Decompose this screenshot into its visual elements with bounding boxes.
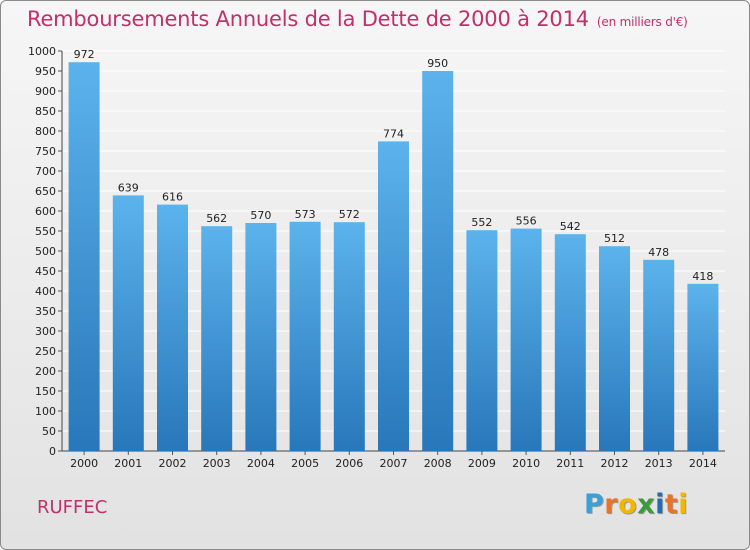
x-tick-label: 2011 xyxy=(556,457,584,470)
bar xyxy=(245,223,277,451)
bar xyxy=(201,226,233,451)
y-tick-label: 850 xyxy=(35,105,56,118)
x-tick-label: 2014 xyxy=(689,457,717,470)
data-label: 556 xyxy=(516,215,537,228)
x-tick-label: 2004 xyxy=(247,457,275,470)
y-tick-label: 500 xyxy=(35,245,56,258)
y-tick-labels: 0 50 100 150 200 250 300 350 400 450 500 550 600 650 7… xyxy=(28,45,56,458)
y-tick-label: 0 xyxy=(49,445,56,458)
y-tick-label: 800 xyxy=(35,125,56,138)
y-tick-label: 50 xyxy=(42,425,56,438)
logo-letter: i xyxy=(655,489,665,520)
data-label: 542 xyxy=(560,220,581,233)
chart-title-text: Remboursements Annuels de la Dette de 20… xyxy=(27,7,589,31)
data-label: 512 xyxy=(604,232,625,245)
bar xyxy=(643,259,675,451)
x-tick-label: 2001 xyxy=(114,457,142,470)
x-tick-label: 2010 xyxy=(512,457,540,470)
bar xyxy=(378,141,409,451)
proxiti-logo: Proxiti xyxy=(584,489,688,520)
data-label: 573 xyxy=(295,208,316,221)
x-tick-labels: 2000 2001 2002 2003 2004 2005 2006 2007 2008 2009… xyxy=(70,451,717,470)
bar xyxy=(289,221,321,451)
logo-letter: o xyxy=(618,489,638,520)
bar xyxy=(599,246,630,451)
bar xyxy=(112,195,144,451)
data-label: 950 xyxy=(427,57,448,70)
value-labels: 972 639 616 562 570 573 572 774 950 552 556 542 512 4… xyxy=(74,48,714,283)
y-tick-label: 100 xyxy=(35,405,56,418)
y-tick-label: 1000 xyxy=(28,45,56,58)
y-tick-label: 150 xyxy=(35,385,56,398)
y-tick-label: 400 xyxy=(35,285,56,298)
x-tick-label: 2007 xyxy=(380,457,408,470)
x-tick-label: 2013 xyxy=(645,457,673,470)
chart-title: Remboursements Annuels de la Dette de 20… xyxy=(27,7,688,31)
data-label: 552 xyxy=(471,216,492,229)
y-tick-label: 350 xyxy=(35,305,56,318)
bars xyxy=(68,62,719,451)
logo-letter: t xyxy=(664,489,679,520)
bar xyxy=(68,62,100,451)
bar xyxy=(422,71,454,451)
y-tick-label: 650 xyxy=(35,185,56,198)
bar xyxy=(157,204,188,451)
data-label: 562 xyxy=(206,212,227,225)
x-tick-label: 2003 xyxy=(203,457,231,470)
data-label: 639 xyxy=(118,181,139,194)
bar xyxy=(466,230,498,451)
logo-letter: x xyxy=(637,489,656,520)
chart-unit: (en milliers d'€) xyxy=(596,15,688,29)
y-tick-label: 550 xyxy=(35,225,56,238)
data-label: 572 xyxy=(339,208,360,221)
logo-letter: i xyxy=(678,489,689,520)
bar xyxy=(554,234,586,451)
y-tick-label: 450 xyxy=(35,265,56,278)
bar xyxy=(333,222,365,451)
x-tick-label: 2005 xyxy=(291,457,319,470)
data-label: 616 xyxy=(162,191,183,204)
x-tick-label: 2008 xyxy=(424,457,452,470)
data-label: 478 xyxy=(648,246,669,259)
bar xyxy=(510,228,542,451)
y-tick-label: 900 xyxy=(35,85,56,98)
y-tick-label: 600 xyxy=(35,205,56,218)
y-tick-label: 200 xyxy=(35,365,56,378)
x-tick-label: 2012 xyxy=(601,457,629,470)
data-label: 570 xyxy=(250,209,271,222)
bar xyxy=(687,283,719,451)
data-label: 774 xyxy=(383,127,404,140)
y-tick-label: 300 xyxy=(35,325,56,338)
commune-name: RUFFEC xyxy=(37,497,108,518)
data-label: 972 xyxy=(74,48,95,61)
y-tick-label: 750 xyxy=(35,145,56,158)
logo-letter: r xyxy=(604,489,619,520)
logo-letter: P xyxy=(584,489,605,520)
x-tick-label: 2000 xyxy=(70,457,98,470)
x-tick-label: 2006 xyxy=(335,457,363,470)
y-tick-label: 950 xyxy=(35,65,56,78)
y-tick-label: 250 xyxy=(35,345,56,358)
x-tick-label: 2002 xyxy=(159,457,187,470)
y-tick-label: 700 xyxy=(35,165,56,178)
x-tick-label: 2009 xyxy=(468,457,496,470)
data-label: 418 xyxy=(692,270,713,283)
